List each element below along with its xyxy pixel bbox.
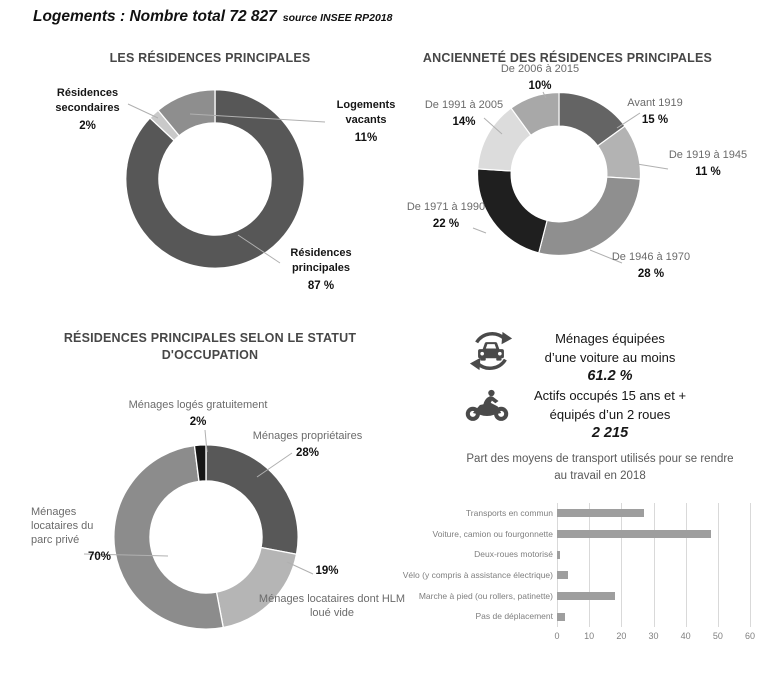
label-pct-locataires-hlm: 19% xyxy=(315,565,339,577)
donut-residences xyxy=(125,89,305,269)
label-2006-2015: De 2006 à 2015 10% xyxy=(500,63,580,92)
bar-category-label: Vélo (y compris à assistance électrique) xyxy=(402,570,553,580)
label-locataires-parc-prive: Ménages locataires du parc privé 70% xyxy=(31,506,111,563)
bar-category-label: Voiture, camion ou fourgonnette xyxy=(432,528,554,539)
tick-label-0: 0 xyxy=(554,631,560,641)
panel-statut-occupation: RÉSIDENCES PRINCIPALES SELON LE STATUT D… xyxy=(15,325,420,670)
donut-statut-occupation xyxy=(113,444,299,630)
panel-transport: Ménages équipées d’une voiture au moins … xyxy=(403,325,768,675)
panel-anciennete: ANCIENNETÉ DES RÉSIDENCES PRINCIPALES Av… xyxy=(400,42,768,320)
bar-category-label: Marche à pied (ou rollers, patinette) xyxy=(418,590,553,601)
gridline-50 xyxy=(717,503,719,627)
motorcycle-icon xyxy=(465,389,509,421)
donut-segment-2 xyxy=(157,89,216,137)
tick-label-60: 60 xyxy=(744,631,755,641)
tick-label-30: 30 xyxy=(648,631,659,641)
gridline-30 xyxy=(653,503,655,627)
bar-0 xyxy=(557,509,644,518)
bar-1 xyxy=(557,530,712,538)
page-title: Logements : Nombre total 72 827 source IN… xyxy=(33,8,393,26)
label-1919-1945: De 1919 à 1945 11 % xyxy=(668,149,748,178)
bar-category-labels: Transports en commun Voiture, camion ou f… xyxy=(403,503,554,627)
gridline-60 xyxy=(750,503,751,627)
gridline-20 xyxy=(621,503,623,627)
donut-segment-3 xyxy=(193,444,207,483)
chart-title-statut: RÉSIDENCES PRINCIPALES SELON LE STATUT D… xyxy=(63,331,357,362)
label-loges-gratuitement: Ménages logés gratuitement 2% xyxy=(128,399,268,428)
tick-label-50: 50 xyxy=(712,631,723,641)
donut-segment-2 xyxy=(538,176,641,257)
bar-category-label: Pas de déplacement xyxy=(475,611,554,622)
gridline-0 xyxy=(557,503,558,627)
label-residences-secondaires: Résidences secondaires 2% xyxy=(55,87,120,132)
stat-car-ownership: Ménages équipées d’une voiture au moins … xyxy=(544,331,676,384)
car-sync-icon xyxy=(469,331,513,371)
label-1946-1970: De 1946 à 1970 28 % xyxy=(611,251,691,280)
transport-bar-chart: Transports en commun Voiture, camion ou f… xyxy=(403,495,768,655)
chart-title-anciennete: ANCIENNETÉ DES RÉSIDENCES PRINCIPALES xyxy=(422,51,713,65)
chart-title-transport: Part des moyens de transport utilisés po… xyxy=(466,453,734,482)
label-logements-vacants: Logements vacants 11% xyxy=(336,99,396,144)
donut-anciennete xyxy=(476,91,642,257)
tick-label-20: 20 xyxy=(616,631,627,641)
label-proprietaires: Ménages propriétaires 28% xyxy=(252,430,363,459)
panel-residences-principales: LES RÉSIDENCES PRINCIPALES Résidences se… xyxy=(15,42,405,320)
gridline-10 xyxy=(589,503,591,627)
bar-2 xyxy=(557,550,561,559)
bar-category-label: Deux-roues motorisé xyxy=(474,549,553,560)
label-residences-principales: Résidences principales 87 % xyxy=(290,247,352,292)
bar-4 xyxy=(557,592,615,600)
donut-segment-0 xyxy=(125,89,305,269)
stat-two-wheels: Actifs occupés 15 ans et + équipés d’un … xyxy=(533,388,687,441)
donut-segment-5 xyxy=(510,91,560,137)
label-1991-2005: De 1991 à 2005 14% xyxy=(424,99,504,128)
gridline-40 xyxy=(685,503,687,627)
donut-segment-0 xyxy=(205,444,299,556)
bar-plot-area xyxy=(557,503,751,627)
source-note: source INSEE RP2018 xyxy=(282,12,393,24)
tick-label-10: 10 xyxy=(584,631,595,641)
bar-category-label: Transports en commun xyxy=(465,508,553,518)
chart-title-residences: LES RÉSIDENCES PRINCIPALES xyxy=(109,51,311,65)
bar-5 xyxy=(557,612,566,621)
page-title-text: Logements : Nombre total 72 827 xyxy=(33,8,277,25)
bar-3 xyxy=(557,571,569,580)
label-avant-1919: Avant 1919 15 % xyxy=(627,97,683,126)
donut-segment-2 xyxy=(113,444,225,630)
label-1971-1990: De 1971 à 1990 22 % xyxy=(406,201,486,230)
tick-label-40: 40 xyxy=(680,631,691,641)
bar-axis-ticks: 0 10 20 30 40 50 60 xyxy=(430,631,768,643)
label-locataires-hlm: Ménages locataires dont HLM loué vide xyxy=(258,593,406,619)
